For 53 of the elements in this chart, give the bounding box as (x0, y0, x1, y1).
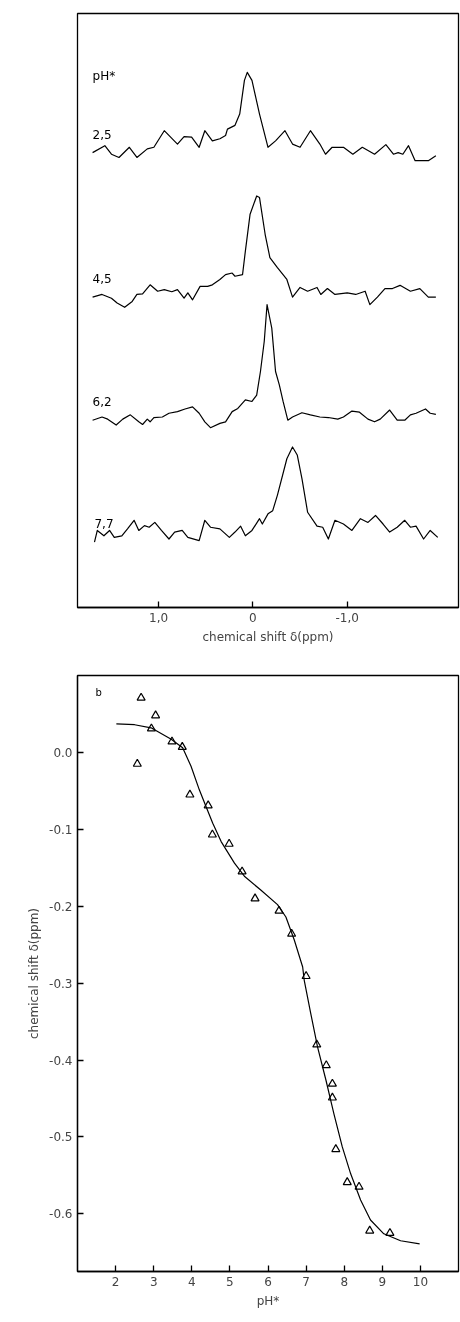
point (177, 741, 187, 750)
annotation: b (95, 686, 102, 698)
point (132, 758, 142, 767)
legend-title: pH* (92, 68, 116, 83)
point (301, 970, 311, 980)
x-tick-label: 10 (412, 1274, 429, 1289)
y-tick-label: -0.5 (49, 1130, 73, 1145)
series-label: 7,7 (94, 517, 114, 532)
point (136, 692, 146, 701)
series-label: 6,2 (92, 395, 112, 410)
y-tick-label: 0.0 (53, 745, 73, 760)
x-axis-title: pH* (256, 1293, 280, 1308)
point (250, 893, 260, 902)
point (385, 1227, 395, 1236)
x-tick-label: 4 (187, 1274, 196, 1289)
point (203, 800, 213, 809)
point (224, 838, 234, 847)
point (312, 1039, 322, 1048)
y-tick-label: -0.4 (49, 1053, 73, 1068)
x-tick-label: 8 (340, 1274, 349, 1289)
y-tick-label: -0.6 (49, 1207, 73, 1222)
point (237, 866, 247, 875)
point (146, 723, 157, 732)
x-tick-label: 1,0 (149, 610, 169, 625)
series-label: 2,5 (92, 127, 112, 142)
y-tick-label: -0.2 (49, 899, 73, 914)
point (185, 789, 195, 798)
point (327, 1078, 337, 1087)
point (167, 736, 177, 745)
x-tick-label: 5 (226, 1274, 234, 1289)
x-tick-label: 9 (378, 1274, 387, 1289)
point (354, 1181, 364, 1190)
x-tick-label: 3 (149, 1274, 158, 1289)
point (207, 829, 217, 838)
x-tick-label: -1,0 (335, 610, 359, 625)
x-tick-label: 0 (249, 610, 257, 625)
point (151, 710, 161, 719)
y-tick-label: -0.1 (49, 822, 73, 837)
point (274, 905, 284, 914)
line-series (115, 723, 421, 1245)
x-tick-label: 6 (264, 1274, 272, 1289)
x-axis-title: chemical shift δ(ppm) (202, 629, 334, 644)
series-label: 4,5 (92, 272, 112, 287)
point (331, 1144, 341, 1153)
point (365, 1225, 375, 1234)
y-axis-title: chemical shift δ(ppm) (27, 907, 42, 1040)
point (342, 1177, 352, 1186)
point (321, 1060, 331, 1069)
point (287, 928, 297, 937)
point (327, 1092, 337, 1101)
y-tick-label: -0.3 (49, 976, 73, 991)
x-tick-label: 7 (302, 1274, 310, 1289)
x-tick-label: 2 (111, 1274, 120, 1289)
